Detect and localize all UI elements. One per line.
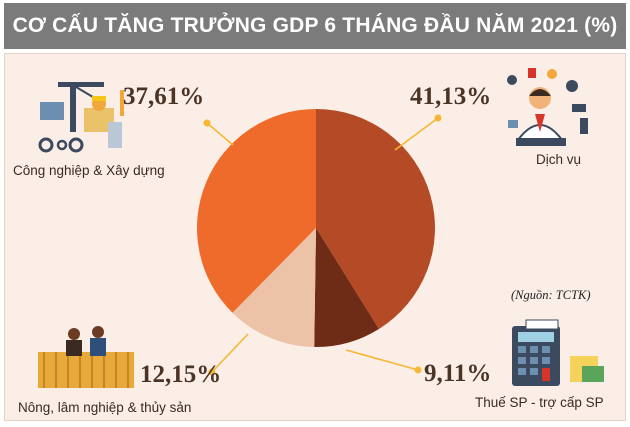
leader-dot-services	[434, 114, 442, 122]
service-worker-icon	[507, 68, 588, 146]
leader-lines	[206, 117, 439, 373]
data-label-agriculture: 12,15%	[140, 361, 221, 388]
construction-industry-icon	[38, 82, 124, 153]
category-label-services: Dịch vụ	[536, 152, 581, 167]
pie-slice-services	[316, 109, 435, 329]
category-label-industry: Công nghiệp & Xây dựng	[13, 163, 165, 178]
leader-line-industry	[206, 122, 234, 146]
pie-slice-industry	[196, 109, 316, 313]
calculator-taxes-icon	[512, 319, 604, 386]
data-label-services: 41,13%	[410, 83, 491, 110]
leader-dots	[203, 114, 442, 376]
category-label-agriculture: Nông, lâm nghiệp & thủy sản	[18, 400, 191, 415]
pie-slice-agriculture	[232, 228, 316, 347]
leader-line-taxes	[345, 349, 419, 371]
title-bar: CƠ CẤU TĂNG TRƯỞNG GDP 6 THÁNG ĐẦU NĂM 2…	[4, 3, 626, 49]
pie-slices	[196, 109, 435, 348]
data-label-taxes: 9,11%	[424, 360, 491, 387]
leader-dot-agriculture	[208, 368, 216, 376]
data-label-industry: 37,61%	[123, 83, 204, 110]
farmers-field-icon	[38, 326, 134, 388]
pie-slice-taxes	[314, 228, 379, 348]
source-note: (Nguồn: TCTK)	[511, 288, 591, 302]
leader-dot-taxes	[414, 366, 422, 374]
leader-line-services	[394, 117, 439, 151]
category-label-taxes: Thuế SP - trợ cấp SP	[475, 395, 604, 410]
chart-title: CƠ CẤU TĂNG TRƯỞNG GDP 6 THÁNG ĐẦU NĂM 2…	[12, 14, 618, 37]
leader-dot-industry	[203, 119, 211, 127]
leader-line-agriculture	[211, 333, 249, 373]
